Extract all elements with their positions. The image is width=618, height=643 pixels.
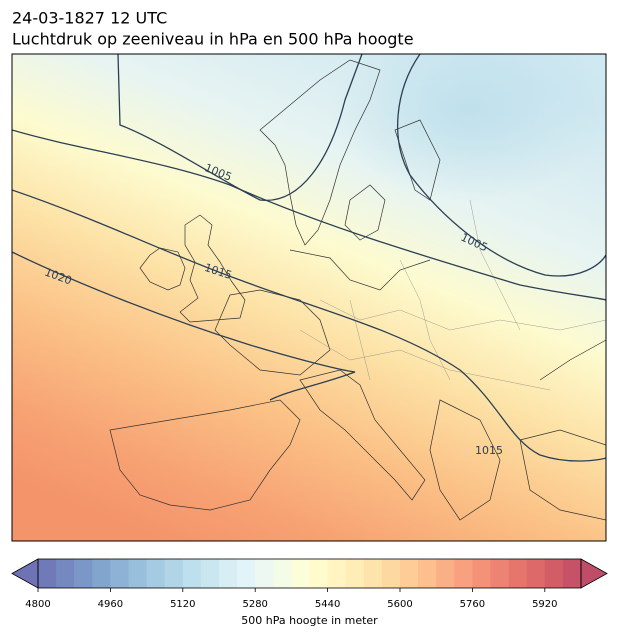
isobars [12,54,606,462]
colorbar-tick-label: 5600 [387,599,412,610]
colorbar-bin [273,559,292,588]
colorbar-bin [200,559,220,588]
subtitle: Luchtdruk op zeeniveau in hPa en 500 hPa… [12,30,414,49]
colorbar-extend-low [11,558,39,589]
colorbar-bin [74,559,93,588]
colorbar-bin [219,559,238,588]
colorbar-bin [237,559,256,588]
low-area [330,54,606,200]
colorbar-bin [508,559,528,588]
colorbar-tick-label: 5760 [460,599,485,610]
colorbar-label: 500 hPa hoogte in meter [241,614,378,627]
colorbar-bin [56,559,75,588]
colorbar-bin [255,559,274,588]
coastlines [109,59,606,521]
colorbar-bin [38,559,57,588]
colorbar-bin [363,559,383,588]
colorbar-bin [436,559,455,588]
colorbar-bin [128,559,148,588]
isobar-label: 1015 [475,444,503,457]
colorbar-tick-label: 5280 [242,599,267,610]
colorbar-tick-label: 5120 [170,599,195,610]
colorbar-frame [37,558,582,589]
title: 24-03-1827 12 UTC [12,9,167,28]
map [12,54,606,541]
colorbar-bin [291,559,310,588]
borders [299,199,606,391]
colorbar-bin [472,559,491,588]
colorbar-bin [146,559,166,588]
colorbar-bin [454,559,473,588]
colorbar-bin [400,559,419,588]
colorbar-bin [418,559,437,588]
colorbar-bin [309,559,329,588]
colorbar-bin [562,559,582,588]
colorbar: 4800 4960 5120 5280 5440 5600 5760 5920 500 hPa … [11,558,608,627]
colorbar-bin [490,559,510,588]
colorbar-bin [182,559,202,588]
colorbar-bin [345,559,365,588]
colorbar-bin [110,559,129,588]
colorbar-bin [164,559,184,588]
colorbar-tick-label: 4800 [25,599,50,610]
colorbar-bin [526,559,546,588]
colorbar-tick-label: 5440 [315,599,340,610]
colorbar-bin [327,559,347,588]
colorbar-extend-high [580,558,608,589]
colorbar-tick-label: 5920 [532,599,557,610]
colorbar-tick-label: 4960 [98,599,123,610]
colorbar-bin [381,559,401,588]
map-frame [11,53,607,542]
colorbar-bin [92,559,111,588]
colorbar-bin [544,559,564,588]
